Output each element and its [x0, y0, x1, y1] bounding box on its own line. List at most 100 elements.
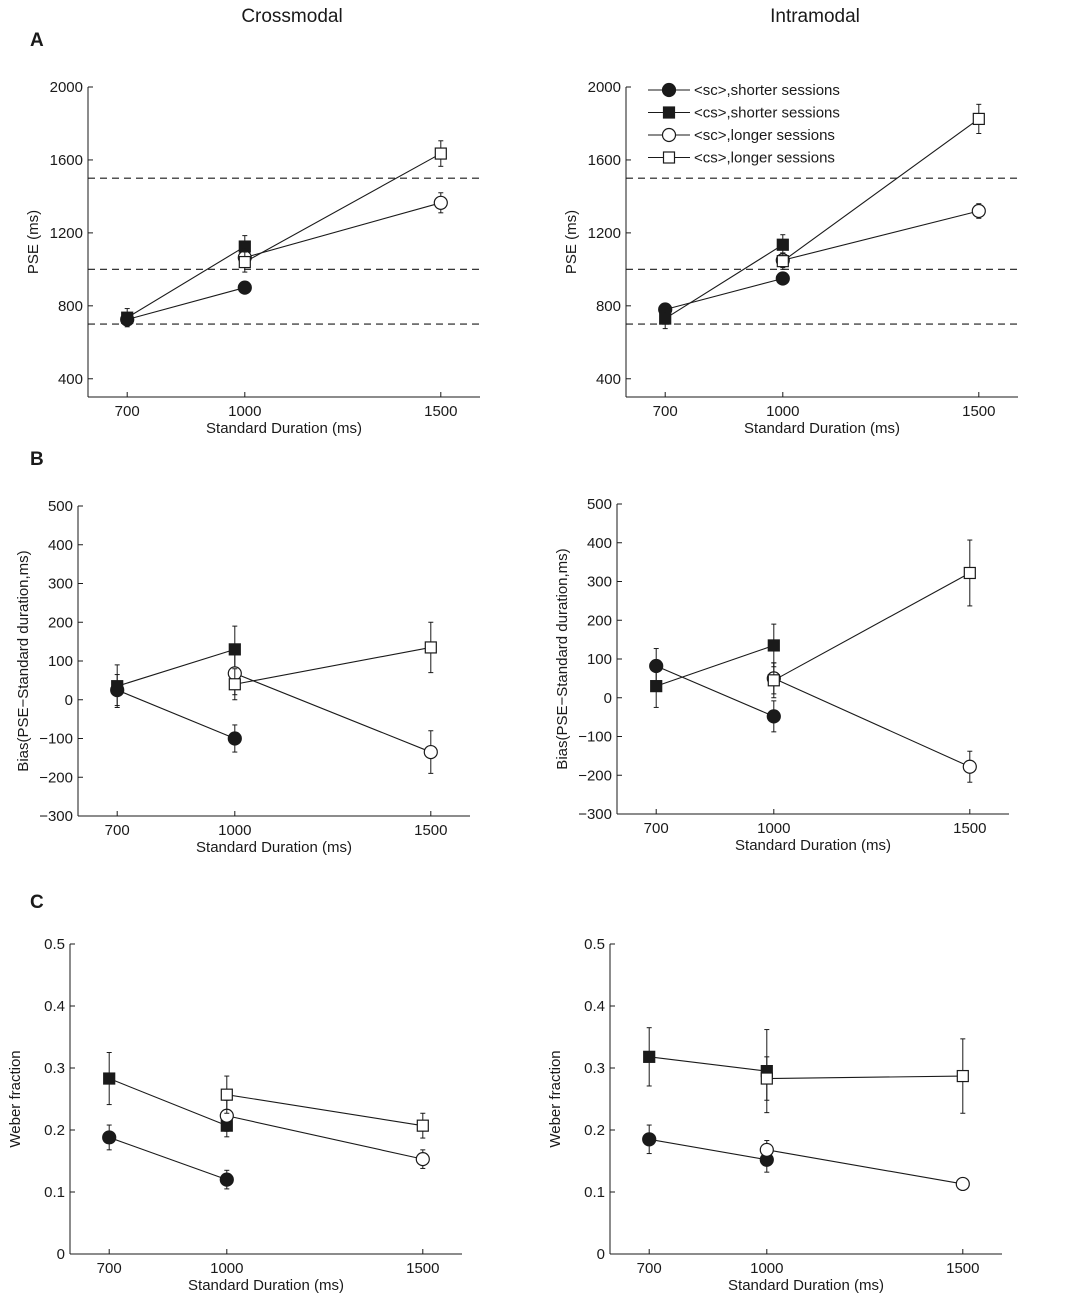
y-tick-label: 500 — [587, 496, 612, 513]
series-cs-shorter-sessions — [659, 234, 789, 330]
y-axis-label: Weber fraction — [547, 1050, 564, 1147]
y-tick-label: 0 — [597, 1246, 605, 1263]
x-axis-label: Standard Duration (ms) — [196, 839, 352, 856]
marker-cs-shorter-sessions-0 — [121, 311, 134, 324]
series-cs-longer-sessions — [760, 1038, 969, 1114]
series-cs-longer-sessions — [228, 621, 437, 701]
series-line — [109, 1136, 227, 1181]
chart-c-intra: 0 0.1 0.2 0.3 0.4 0.5 700 1000 1500 Standard Dura… — [547, 936, 1002, 1294]
series-line — [773, 572, 971, 681]
marker-cs-shorter-sessions-0 — [650, 680, 663, 693]
y-tick-label: 0.1 — [44, 1184, 65, 1201]
marker-cs-shorter-sessions-0 — [643, 1050, 656, 1063]
marker-sc-longer-sessions-1 — [433, 195, 448, 210]
legend-marker-square — [662, 106, 676, 119]
series-line — [126, 246, 246, 319]
marker-cs-shorter-sessions-1 — [776, 238, 789, 251]
legend-marker-square — [662, 151, 676, 164]
y-tick-label: −100 — [578, 729, 612, 746]
y-tick-label: −200 — [578, 767, 612, 784]
series-line — [649, 1138, 767, 1161]
chart-c-cross: 0 0.1 0.2 0.3 0.4 0.5 700 1000 1500 Standard Dura… — [7, 936, 462, 1294]
chart-a-intra: 400 800 1200 1600 2000 700 1000 1500 Standard Du… — [563, 79, 1018, 437]
y-tick-label: 400 — [587, 535, 612, 552]
marker-cs-longer-sessions-1 — [424, 641, 437, 654]
series-line — [226, 1094, 423, 1127]
marker-sc-longer-sessions-1 — [962, 759, 977, 774]
series-line — [766, 1075, 963, 1080]
x-axis-label: Standard Duration (ms) — [188, 1277, 344, 1294]
series-cs-shorter-sessions — [121, 235, 251, 328]
y-tick-label: 0 — [57, 1246, 65, 1263]
y-tick-label: 400 — [48, 537, 73, 554]
y-axis-label: PSE (ms) — [25, 210, 42, 274]
y-tick-label: 0 — [65, 692, 73, 709]
series-cs-shorter-sessions — [111, 625, 241, 708]
y-tick-label: 400 — [58, 371, 83, 388]
chart-b-intra: −300 −200 −100 0 100 200 300 400 500 700 1000 1500 S… — [554, 496, 1009, 854]
y-tick-label: 2000 — [588, 79, 621, 96]
marker-cs-longer-sessions-1 — [963, 566, 976, 580]
series-line — [766, 1149, 963, 1185]
y-tick-label: 2000 — [50, 79, 83, 96]
marker-sc-longer-sessions-1 — [955, 1176, 970, 1192]
x-tick-label: 700 — [653, 403, 678, 420]
y-tick-label: 0 — [604, 690, 612, 707]
marker-sc-shorter-sessions-1 — [219, 1172, 234, 1187]
x-tick-label: 1000 — [766, 403, 799, 420]
y-tick-label: −300 — [39, 808, 73, 825]
y-tick-label: 0.1 — [584, 1184, 605, 1201]
x-tick-label: 1500 — [962, 403, 995, 420]
series-sc-longer-sessions — [219, 1099, 430, 1169]
panel-letter-a: A — [30, 30, 44, 51]
series-line — [244, 202, 441, 259]
x-tick-label: 1000 — [210, 1260, 243, 1277]
x-tick-label: 1000 — [228, 403, 261, 420]
y-tick-label: 400 — [596, 371, 621, 388]
chart-a-cross: 400 800 1200 1600 2000 700 1000 1500 Standard Du… — [25, 79, 480, 437]
x-tick-label: 1500 — [953, 820, 986, 837]
y-tick-label: −200 — [39, 769, 73, 786]
series-line — [782, 210, 979, 261]
marker-sc-longer-sessions-1 — [971, 203, 986, 219]
y-tick-label: 1200 — [588, 225, 621, 242]
series-line — [226, 1115, 423, 1160]
y-axis-label: Bias(PSE−Standard duration,ms) — [554, 548, 571, 769]
series-cs-longer-sessions — [220, 1075, 429, 1139]
y-tick-label: 200 — [48, 614, 73, 631]
series-line — [649, 1056, 767, 1072]
series-sc-shorter-sessions — [658, 271, 790, 317]
marker-sc-longer-sessions-1 — [423, 744, 438, 760]
y-tick-label: 0.3 — [44, 1060, 65, 1077]
legend: <sc>,shorter sessions <cs>,shorter sessio… — [648, 82, 840, 167]
marker-sc-longer-sessions-0 — [759, 1142, 774, 1157]
y-tick-label: 800 — [58, 298, 83, 315]
legend-label: <cs>,shorter sessions — [694, 105, 840, 122]
y-tick-label: 300 — [587, 574, 612, 591]
series-line — [234, 672, 432, 753]
marker-cs-longer-sessions-1 — [972, 112, 985, 126]
series-sc-longer-sessions — [237, 192, 448, 268]
series-cs-shorter-sessions — [650, 623, 780, 708]
x-tick-label: 700 — [644, 820, 669, 837]
series-line — [127, 287, 245, 321]
marker-cs-longer-sessions-0 — [238, 255, 251, 269]
y-tick-label: 0.5 — [584, 936, 605, 953]
y-tick-label: −300 — [578, 806, 612, 823]
marker-cs-longer-sessions-0 — [776, 255, 789, 268]
x-tick-label: 700 — [115, 403, 140, 420]
legend-item-cs-shorter-sessions: <cs>,shorter sessions — [648, 105, 840, 122]
y-tick-label: 1200 — [50, 225, 83, 242]
y-axis-label: PSE (ms) — [563, 210, 580, 274]
series-sc-longer-sessions — [766, 662, 977, 783]
series-line — [244, 153, 442, 263]
x-tick-label: 1000 — [750, 1260, 783, 1277]
series-line — [773, 677, 971, 768]
x-axis-label: Standard Duration (ms) — [735, 837, 891, 854]
marker-cs-longer-sessions-0 — [220, 1088, 233, 1101]
marker-cs-longer-sessions-0 — [760, 1072, 773, 1085]
legend-item-sc-shorter-sessions: <sc>,shorter sessions — [648, 82, 840, 99]
series-line — [665, 277, 783, 311]
